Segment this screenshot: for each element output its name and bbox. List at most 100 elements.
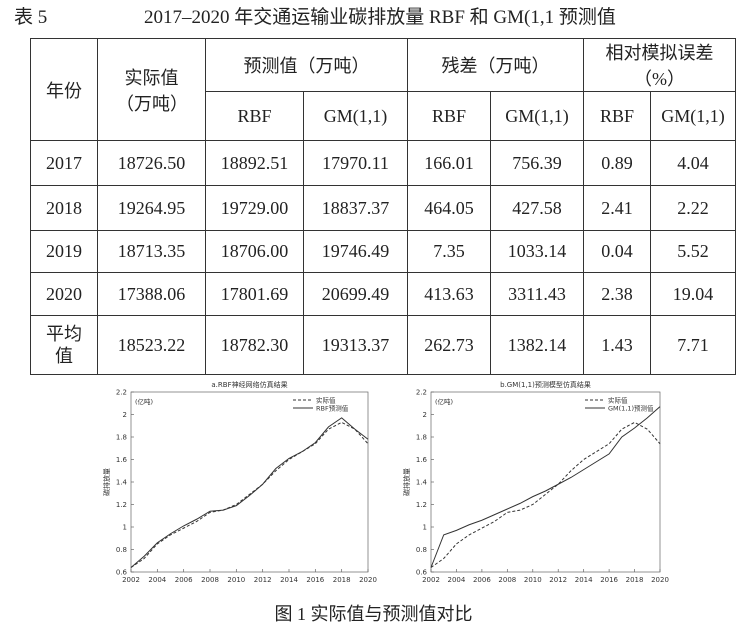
table-cell: 2.22 — [650, 185, 736, 231]
x-tick-label: 2010 — [524, 576, 542, 584]
x-tick-label: 2018 — [626, 576, 644, 584]
plot-frame — [130, 391, 369, 573]
table-cell: 427.58 — [490, 185, 584, 231]
table-cell: 18706.00 — [205, 230, 304, 273]
table-cell: 19264.95 — [97, 185, 206, 231]
y-tick-label: 1.8 — [116, 434, 127, 442]
x-tick-label: 2002 — [422, 576, 440, 584]
table-cell: 17388.06 — [97, 272, 206, 316]
y-tick-label: 1.2 — [116, 501, 127, 509]
table-cell: 2019 — [30, 230, 98, 273]
header-cell: GM(1,1) — [650, 91, 736, 141]
y-tick-label: 1.2 — [416, 501, 427, 509]
table-cell: 19313.37 — [303, 315, 408, 375]
x-tick-label: 2006 — [175, 576, 193, 584]
table-cell: 20699.49 — [303, 272, 408, 316]
table-cell: 464.05 — [407, 185, 491, 231]
y-tick-label: 0.6 — [116, 569, 128, 577]
y-tick-label: 2 — [423, 411, 427, 419]
y-tick-label: 0.6 — [416, 569, 428, 577]
table-cell: 18726.50 — [97, 140, 206, 186]
y-axis-label: 碳排放量 — [402, 468, 411, 496]
y-axis-label: 碳排放量 — [102, 468, 111, 496]
table-cell: 2.41 — [583, 185, 651, 231]
header-cell: 残差（万吨） — [407, 38, 584, 92]
annotation: (亿吨) — [435, 397, 453, 406]
series-line — [430, 421, 661, 568]
table: 年份 实际值（万吨） 预测值（万吨） 残差（万吨） 相对模拟误差（%） RBF GM(1,… — [30, 38, 736, 375]
header-cell: 年份 — [30, 38, 98, 141]
x-tick-label: 2012 — [549, 576, 567, 584]
legend-label: 实际值 — [316, 396, 336, 405]
table-cell: 18782.30 — [205, 315, 304, 375]
table-cell: 17970.11 — [303, 140, 408, 186]
chart-title: a.RBF神经网络仿真结果 — [211, 380, 287, 389]
table-cell: 262.73 — [407, 315, 491, 375]
series-line — [130, 421, 369, 568]
table-cell: 0.04 — [583, 230, 651, 273]
header-cell: RBF — [407, 91, 491, 141]
table-cell: 18713.35 — [97, 230, 206, 273]
header-cell: RBF — [583, 91, 651, 141]
table-cell: 413.63 — [407, 272, 491, 316]
x-tick-label: 2018 — [333, 576, 351, 584]
table-cell: 19746.49 — [303, 230, 408, 273]
table-cell: 19.04 — [650, 272, 736, 316]
x-tick-label: 2014 — [575, 576, 593, 584]
y-tick-label: 2 — [123, 411, 127, 419]
table-row: 2018 19264.95 19729.00 18837.37 464.05 427.58… — [30, 185, 736, 231]
table-cell: 756.39 — [490, 140, 584, 186]
y-tick-label: 1.4 — [416, 479, 428, 487]
y-tick-label: 2.2 — [416, 389, 427, 397]
header-cell: GM(1,1) — [490, 91, 584, 141]
chart-title: b.GM(1,1)预测模型仿真结果 — [500, 380, 591, 389]
header-cell: GM(1,1) — [303, 91, 408, 141]
table-cell: 平均值 — [30, 315, 98, 375]
x-tick-label: 2020 — [651, 576, 669, 584]
table-cell: 3311.43 — [490, 272, 584, 316]
y-tick-label: 0.8 — [116, 546, 127, 554]
table-cell: 1382.14 — [490, 315, 584, 375]
annotation: (亿吨) — [135, 397, 153, 406]
table-label: 表 5 — [14, 7, 48, 28]
table-cell: 7.35 — [407, 230, 491, 273]
table-row: 平均值 18523.22 18782.30 19313.37 262.73 1382.14… — [30, 315, 736, 375]
table-title-text: 2017–2020 年交通运输业碳排放量 RBF 和 GM(1,1 预测值 — [144, 7, 616, 28]
table-cell: 1033.14 — [490, 230, 584, 273]
y-tick-label: 1 — [423, 524, 427, 532]
header-cell: 预测值（万吨） — [205, 38, 408, 92]
x-tick-label: 2004 — [148, 576, 166, 584]
y-tick-label: 1.6 — [116, 456, 128, 464]
table-title: 表 5 2017–2020 年交通运输业碳排放量 RBF 和 GM(1,1 预测值 — [14, 2, 616, 29]
table-cell: 18892.51 — [205, 140, 304, 186]
table-cell: 2020 — [30, 272, 98, 316]
y-tick-label: 0.8 — [416, 546, 427, 554]
table-row: 2019 18713.35 18706.00 19746.49 7.35 1033.14 0… — [30, 230, 736, 273]
table-cell: 4.04 — [650, 140, 736, 186]
table-cell: 17801.69 — [205, 272, 304, 316]
table-cell: 0.89 — [583, 140, 651, 186]
y-tick-label: 1.6 — [416, 456, 428, 464]
x-tick-label: 2004 — [448, 576, 466, 584]
x-tick-label: 2014 — [280, 576, 298, 584]
y-tick-label: 1.4 — [116, 479, 128, 487]
table-body: 2017 18726.50 18892.51 17970.11 166.01 756.39… — [30, 140, 736, 375]
table-cell: 18837.37 — [303, 185, 408, 231]
legend-label: GM(1,1)预测值 — [608, 404, 654, 413]
legend-label: 实际值 — [608, 396, 628, 405]
table-cell: 2018 — [30, 185, 98, 231]
header-cell: RBF — [205, 91, 304, 141]
x-tick-label: 2016 — [600, 576, 618, 584]
table-cell: 7.71 — [650, 315, 736, 375]
table-cell: 1.43 — [583, 315, 651, 375]
x-tick-label: 2010 — [227, 576, 245, 584]
table-cell: 5.52 — [650, 230, 736, 273]
plot-frame — [430, 391, 661, 573]
x-tick-label: 2020 — [359, 576, 377, 584]
y-tick-label: 1 — [123, 524, 127, 532]
series-line — [130, 417, 369, 568]
x-tick-label: 2006 — [473, 576, 491, 584]
y-tick-label: 2.2 — [116, 389, 127, 397]
table-row: 2017 18726.50 18892.51 17970.11 166.01 756.39… — [30, 140, 736, 186]
